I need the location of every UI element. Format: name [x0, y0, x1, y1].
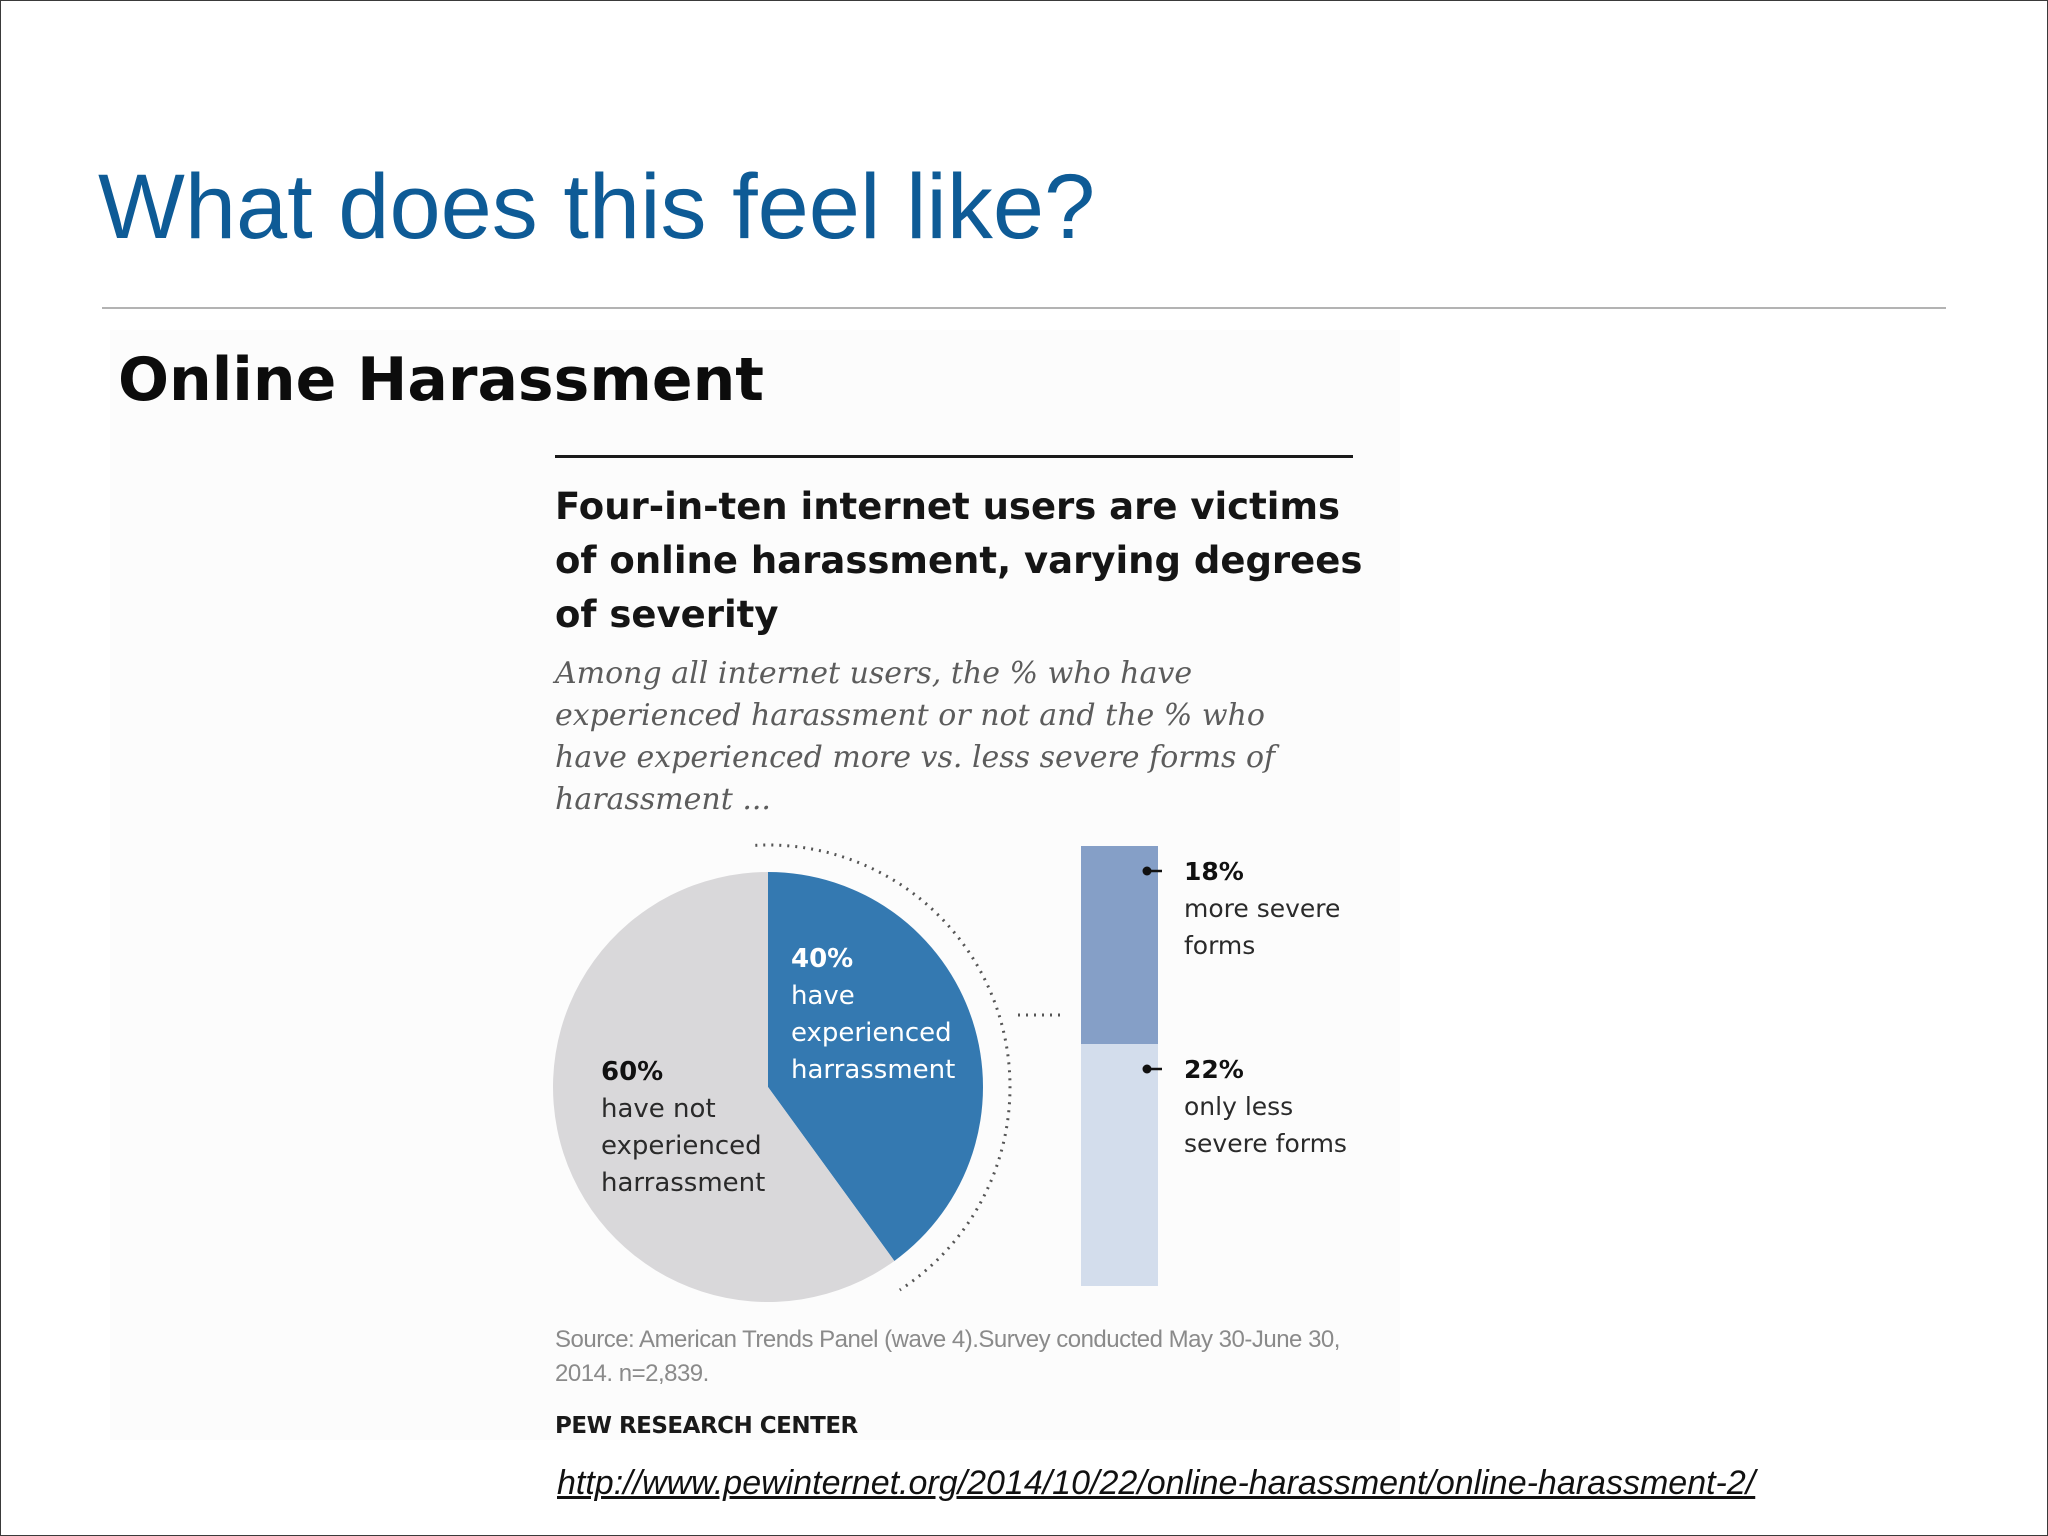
pie-slice-0-label-line: have: [791, 981, 855, 1011]
breakdown-segment-0-percent: 18%: [1184, 857, 1244, 886]
title-divider: [102, 307, 1946, 309]
pie-highlight-arc: [755, 843, 1012, 1292]
breakdown-segment-1-label-line: only less: [1184, 1092, 1293, 1121]
chart-source: Source: American Trends Panel (wave 4).S…: [555, 1326, 1340, 1387]
breakdown-bar: [1081, 846, 1162, 1286]
chart-top-rule: [555, 455, 1353, 458]
pie-slice-1: [552, 872, 895, 1303]
breakdown-labels: 18% more severe forms 22% only less severe fo…: [1184, 857, 1347, 1158]
organization-credit: PEW RESEARCH CENTER: [555, 1413, 858, 1439]
pie-slice-1-percent: 60%: [601, 1057, 663, 1087]
slide-title: What does this feel like?: [98, 156, 1096, 258]
breakdown-segment-0-label-line: forms: [1184, 931, 1255, 960]
breakdown-segment-1: [1081, 1044, 1158, 1286]
breakdown-segment-0-label-line: more severe: [1184, 894, 1340, 923]
pie-slice-0-label-line: experienced: [791, 1018, 952, 1048]
breakdown-segment-1-label-line: severe forms: [1184, 1129, 1347, 1158]
breakdown-segment-1-percent: 22%: [1184, 1055, 1244, 1084]
chart-title: Four-in-ten internet users are victims o…: [555, 485, 1363, 636]
source-link[interactable]: http://www.pewinternet.org/2014/10/22/on…: [557, 1464, 1756, 1502]
pie-slice-0: [768, 872, 983, 1261]
pie-slice-1-label-line: harrassment: [601, 1168, 765, 1198]
breakdown-segment-0: [1081, 846, 1158, 1044]
pie-slice-1-label-line: experienced: [601, 1131, 762, 1161]
figure-heading: Online Harassment: [118, 345, 764, 415]
pie-slice-0-percent: 40%: [791, 944, 853, 974]
pie-slices: [552, 872, 983, 1303]
pie-slice-0-label-line: harrassment: [791, 1055, 955, 1085]
pie-labels: 40% have experienced harrassment 60% have not…: [601, 944, 955, 1198]
pie-slice-1-label-line: have not: [601, 1094, 716, 1124]
chart-subtitle: Among all internet users, the % who have…: [555, 656, 1276, 817]
